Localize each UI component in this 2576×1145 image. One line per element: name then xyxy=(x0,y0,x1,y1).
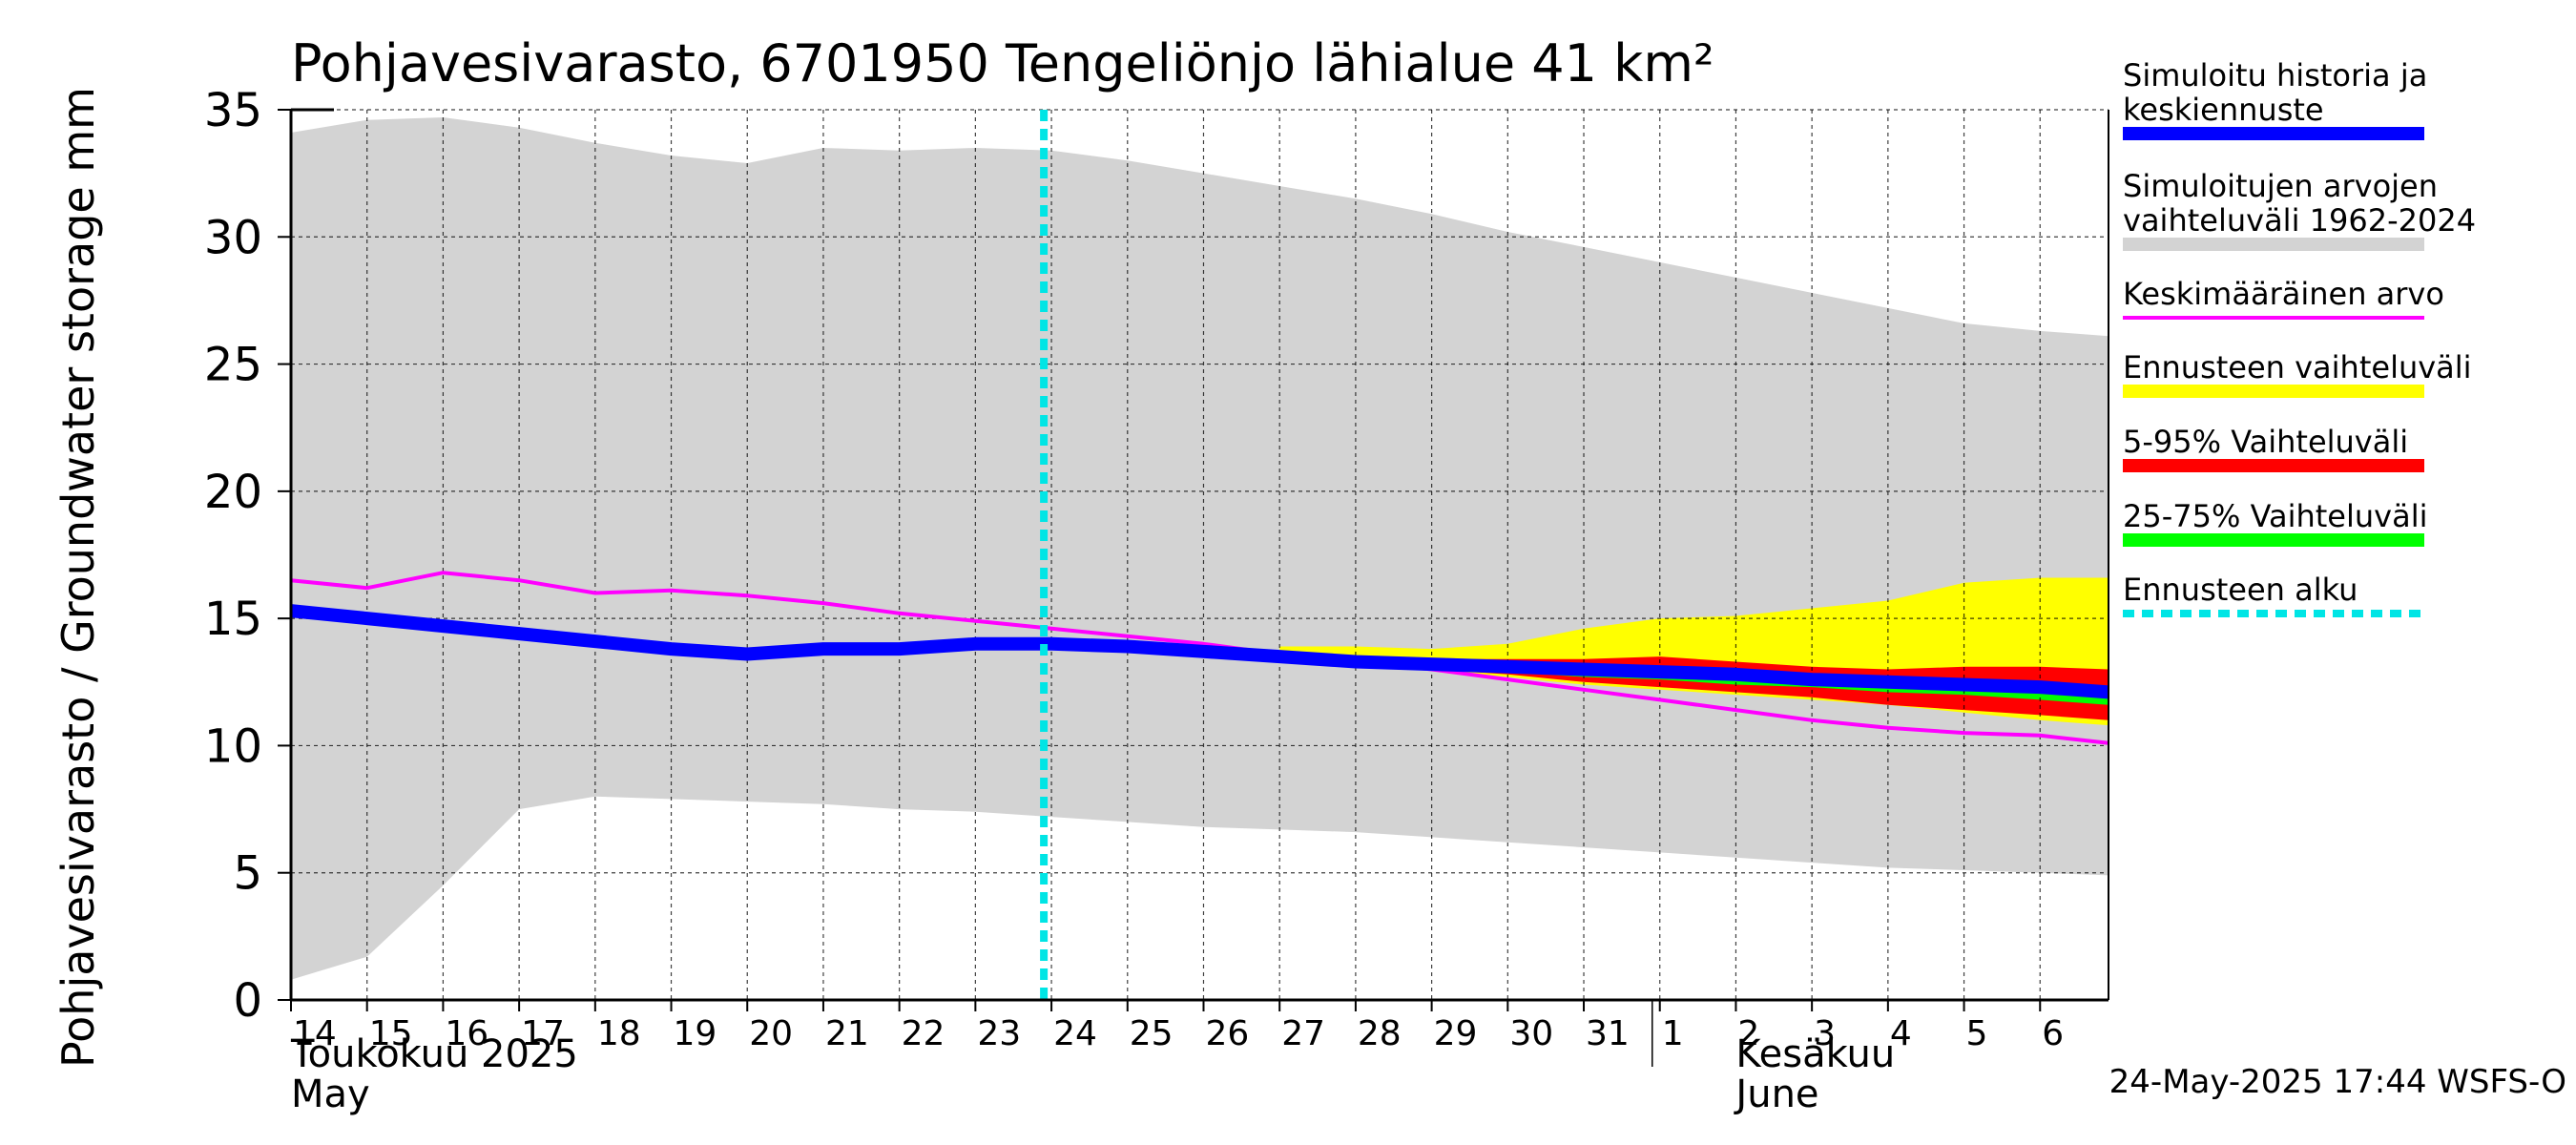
x-tick-label: 29 xyxy=(1434,1014,1478,1053)
x-tick-label: 28 xyxy=(1358,1014,1402,1053)
y-tick-label: 15 xyxy=(204,593,262,646)
y-tick-label: 0 xyxy=(233,974,262,1028)
month-label-may-fi: Toukokuu 2025 xyxy=(290,1032,578,1076)
x-tick-label: 25 xyxy=(1130,1014,1174,1053)
chart-title: Pohjavesivarasto, 6701950 Tengeliönjo lä… xyxy=(291,33,1714,94)
x-tick-label: 6 xyxy=(2042,1014,2064,1053)
x-tick-label: 26 xyxy=(1205,1014,1249,1053)
history-range-layer xyxy=(291,117,2109,980)
legend-label: 25-75% Vaihteluväli xyxy=(2123,498,2427,534)
history-range-area xyxy=(291,117,2109,980)
y-tick-label: 10 xyxy=(204,719,262,773)
y-tick-label: 25 xyxy=(204,339,262,392)
series-layer xyxy=(290,110,2109,1000)
x-tick-label: 14 xyxy=(293,1014,337,1053)
series-line-average xyxy=(290,571,2109,745)
y-tick-label: 20 xyxy=(204,466,262,519)
month-label-june-en: June xyxy=(1733,1072,1818,1116)
y-axis-label: Pohjavesivarasto / Groundwater storage m… xyxy=(52,87,104,1068)
timestamp-footer: 24-May-2025 17:44 WSFS-O xyxy=(2109,1063,2566,1101)
x-tick-label: 23 xyxy=(977,1014,1021,1053)
legend-label: Ennusteen vaihteluväli xyxy=(2123,349,2472,385)
x-tick-label: 16 xyxy=(445,1014,488,1053)
y-tick-label: 35 xyxy=(204,84,262,137)
x-tick-label: 4 xyxy=(1890,1014,1912,1053)
x-tick-label: 1 xyxy=(1662,1014,1684,1053)
legend: Simuloitu historia ja keskiennuste Simuloi… xyxy=(2123,57,2476,617)
legend-label: 5-95% Vaihteluväli xyxy=(2123,424,2408,460)
month-label-june-fi: Kesäkuu xyxy=(1735,1032,1895,1076)
x-tick-label: 31 xyxy=(1586,1014,1630,1053)
x-tick-label: 5 xyxy=(1966,1014,1988,1053)
legend-label: Simuloitu historia ja keskiennuste xyxy=(2123,57,2427,128)
legend-label: Ennusteen alku xyxy=(2123,572,2358,608)
x-tick-label: 15 xyxy=(369,1014,413,1053)
x-tick-label: 20 xyxy=(749,1014,793,1053)
y-tick-label: 5 xyxy=(233,847,262,901)
y-tick-label: 30 xyxy=(204,211,262,264)
x-tick-label: 30 xyxy=(1509,1014,1553,1053)
grid-layer xyxy=(291,109,2109,1000)
x-tick-label: 21 xyxy=(825,1014,869,1053)
x-tick-label: 3 xyxy=(1814,1014,1836,1053)
series-line-simulated xyxy=(290,604,2109,699)
x-tick-label: 19 xyxy=(674,1014,717,1053)
x-tick-label: 27 xyxy=(1281,1014,1325,1053)
legend-label: Simuloitujen arvojen vaihteluväli 1962-20… xyxy=(2123,168,2476,239)
x-tick-label: 2 xyxy=(1737,1014,1759,1053)
legend-label: Keskimääräinen arvo xyxy=(2123,276,2444,312)
month-label-may-en: May xyxy=(291,1072,370,1116)
x-tick-label: 17 xyxy=(521,1014,565,1053)
x-tick-label: 18 xyxy=(597,1014,641,1053)
x-tick-label: 22 xyxy=(902,1014,945,1053)
x-tick-label: 24 xyxy=(1053,1014,1097,1053)
